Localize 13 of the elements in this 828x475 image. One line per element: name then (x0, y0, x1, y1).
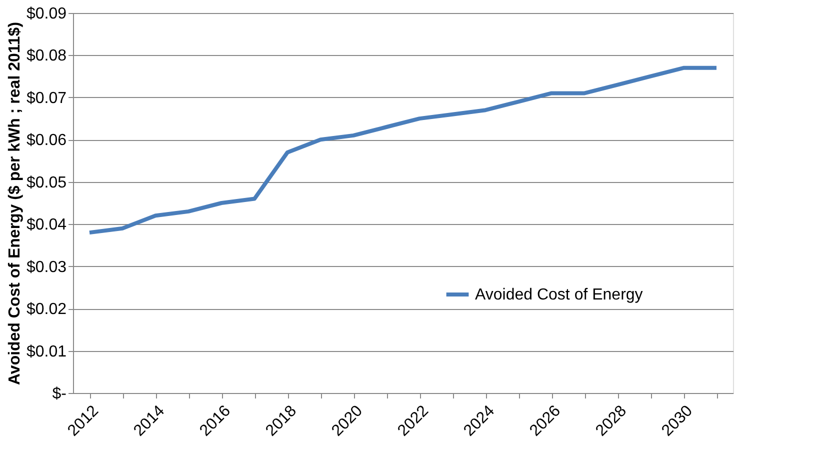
y-tick-label: $0.03 (26, 258, 67, 276)
y-tick-label: $0.05 (26, 174, 67, 192)
y-tick-label: $0.07 (26, 90, 67, 107)
y-tick-label: $0.08 (26, 48, 67, 65)
y-tick-label: $0.09 (26, 6, 67, 22)
y-tick-label: $0.02 (26, 301, 67, 318)
y-axis-title: Avoided Cost of Energy ($ per kWh ; real 2011$) (6, 22, 24, 386)
y-tick-label: $0.04 (26, 216, 67, 234)
legend-label: Avoided Cost of Energy (475, 286, 643, 304)
y-tick-label: $0.06 (26, 132, 67, 150)
y-tick-label: $0.01 (26, 343, 67, 360)
y-tick-label: $- (52, 386, 66, 402)
line-series (88, 66, 718, 235)
